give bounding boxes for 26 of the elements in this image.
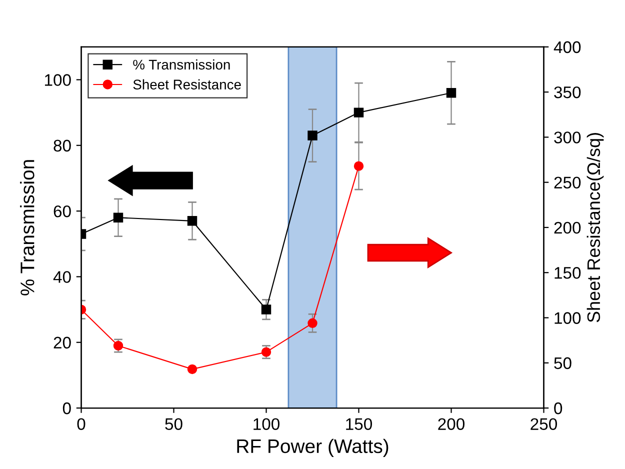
y2-tick-label: 200 (554, 222, 581, 234)
x-axis-title: RF Power (Watts) (237, 438, 388, 457)
y-axis-title: % Transmission (20, 160, 34, 296)
y2-tick-label: 400 (554, 41, 581, 54)
x-tick-label: 150 (346, 418, 372, 430)
y-tick-label: 100 (44, 74, 71, 86)
y2-tick-label: 0 (554, 402, 562, 414)
x-tick-label: 250 (530, 418, 558, 430)
legend-label: Sheet Resistance (133, 79, 241, 90)
y2-tick-label: 250 (554, 176, 581, 189)
x-tick-label: 50 (165, 418, 182, 430)
x-tick-label: 0 (77, 418, 86, 430)
y2-tick-label: 300 (554, 132, 581, 144)
y2-tick-label: 50 (554, 357, 572, 370)
y-tick-label: 20 (54, 336, 71, 349)
y-tick-label: 0 (62, 402, 71, 414)
y-tick-label: 80 (54, 140, 71, 152)
y2-tick-label: 100 (554, 312, 581, 324)
y2-tick-label: 150 (554, 267, 581, 279)
legend-label: % Transmission (133, 59, 230, 70)
y-tick-label: 40 (53, 271, 71, 283)
y-tick-label: 60 (54, 205, 71, 218)
x-tick-label: 200 (438, 418, 465, 430)
x-tick-label: 100 (254, 418, 280, 430)
y2-axis-title: Sheet Resistance(Ω/sq) (586, 133, 604, 322)
y2-tick-label: 350 (554, 86, 581, 98)
